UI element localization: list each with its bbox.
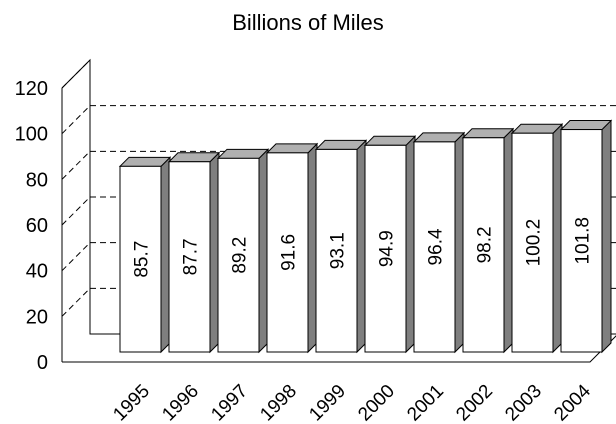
x-tick-label: 1996 bbox=[158, 381, 203, 424]
bar-top bbox=[167, 152, 221, 163]
bar-top bbox=[363, 135, 417, 146]
y-axis-ticks: 0 20 40 60 80 100 120 bbox=[15, 78, 48, 374]
bar-top bbox=[118, 156, 172, 167]
bar-face bbox=[511, 132, 554, 353]
x-tick-label: 2001 bbox=[403, 381, 448, 424]
bar-face bbox=[560, 129, 603, 353]
y-tick-label: 80 bbox=[26, 169, 48, 191]
x-tick-label: 2004 bbox=[550, 380, 595, 424]
bar-top bbox=[461, 128, 515, 139]
bar-top bbox=[559, 120, 613, 131]
gridline-diagonal bbox=[61, 105, 91, 135]
bar-top bbox=[412, 132, 466, 143]
bar-face bbox=[364, 144, 407, 353]
y-tick-label: 120 bbox=[15, 78, 48, 100]
bar-face bbox=[217, 157, 260, 353]
x-tick-label: 2002 bbox=[452, 381, 497, 424]
bar-data-label: 98.2 bbox=[475, 226, 496, 263]
y-tick-label: 20 bbox=[26, 306, 48, 328]
y-tick-label: 40 bbox=[26, 261, 48, 283]
bar: 94.9 bbox=[363, 135, 417, 354]
gridline-diagonal bbox=[61, 59, 91, 89]
y-tick-label: 100 bbox=[15, 124, 48, 146]
bar-data-label: 93.1 bbox=[328, 232, 349, 269]
x-tick-label: 1998 bbox=[256, 381, 301, 424]
bar-face bbox=[168, 161, 211, 353]
bar: 93.1 bbox=[314, 139, 368, 354]
bar: 87.7 bbox=[167, 151, 221, 354]
bar-data-label: 85.7 bbox=[132, 241, 153, 278]
bar-top bbox=[265, 143, 319, 154]
x-tick-label: 2003 bbox=[501, 381, 546, 424]
x-tick-label: 1995 bbox=[109, 381, 154, 424]
bar-face bbox=[266, 152, 309, 353]
bar: 100.2 bbox=[510, 123, 564, 354]
gridline-diagonal bbox=[61, 150, 91, 180]
bar: 101.8 bbox=[559, 119, 613, 354]
bar-data-label: 91.6 bbox=[279, 234, 300, 271]
bar-top bbox=[510, 123, 564, 134]
gridline-diagonal bbox=[61, 287, 91, 317]
x-tick-label: 2000 bbox=[354, 381, 399, 424]
bar-face bbox=[462, 137, 505, 353]
bar-data-label: 89.2 bbox=[230, 237, 251, 274]
bar: 96.4 bbox=[412, 131, 466, 354]
bar-data-label: 96.4 bbox=[426, 228, 447, 265]
bar: 98.2 bbox=[461, 127, 515, 354]
bars: 85.7 87.7 89.2 91.6 93.1 94.9 96.4 98.2 100.2 101… bbox=[118, 119, 613, 354]
y-tick-label: 60 bbox=[26, 215, 48, 237]
bar-top bbox=[216, 148, 270, 159]
bar-data-label: 100.2 bbox=[524, 219, 545, 267]
x-axis-ticks: 1995 1996 1997 1998 1999 2000 2001 2002 2003 2004 bbox=[109, 380, 595, 424]
bar-top bbox=[314, 139, 368, 150]
bar-face bbox=[315, 148, 358, 353]
y-tick-label: 0 bbox=[37, 352, 48, 374]
bar-face bbox=[119, 165, 162, 353]
bar-data-label: 87.7 bbox=[181, 238, 202, 275]
x-tick-label: 1999 bbox=[305, 381, 350, 424]
bar: 91.6 bbox=[265, 142, 319, 354]
bar: 85.7 bbox=[118, 156, 172, 354]
bar: 89.2 bbox=[216, 148, 270, 354]
gridline-diagonal bbox=[61, 242, 91, 272]
bar-data-label: 94.9 bbox=[377, 230, 398, 267]
chart-title: Billions of Miles bbox=[232, 10, 384, 35]
x-tick-label: 1997 bbox=[207, 381, 252, 424]
gridline-diagonal bbox=[61, 196, 91, 226]
bar-face bbox=[413, 141, 456, 353]
bar-data-label: 101.8 bbox=[573, 217, 594, 265]
bar-side bbox=[601, 119, 612, 354]
